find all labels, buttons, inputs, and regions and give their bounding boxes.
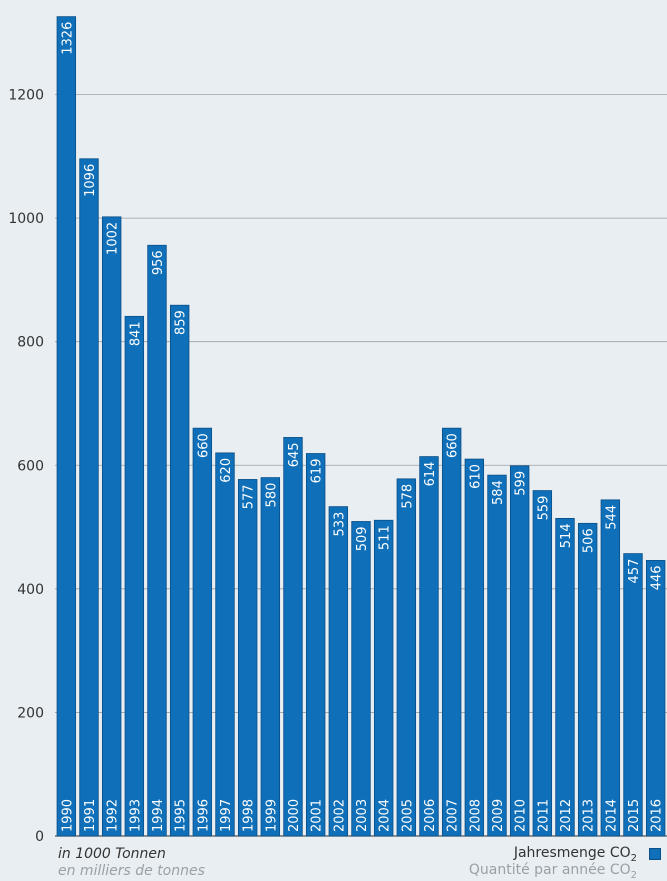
bar-2001 xyxy=(305,453,326,837)
x-tick-label-2003: 2003 xyxy=(355,799,370,832)
data-label-1993: 841 xyxy=(128,321,143,346)
bar-2002 xyxy=(328,506,349,837)
x-tick-label-2005: 2005 xyxy=(400,799,415,832)
x-tick-label-2014: 2014 xyxy=(604,799,619,832)
bar-2004 xyxy=(373,519,394,837)
legend-label-de: Jahresmenge CO2 xyxy=(513,845,637,864)
data-label-1992: 1002 xyxy=(106,222,121,255)
x-tick-label-2008: 2008 xyxy=(468,799,483,832)
x-tick-label-1996: 1996 xyxy=(196,799,211,832)
data-label-2010: 599 xyxy=(514,471,529,496)
legend-swatch xyxy=(649,848,661,860)
data-label-2012: 514 xyxy=(559,523,574,548)
data-label-2000: 645 xyxy=(287,442,302,467)
unit-label-de: in 1000 Tonnen xyxy=(58,846,166,862)
bar-2015 xyxy=(623,553,643,837)
data-label-2016: 446 xyxy=(650,565,665,590)
bar-2011 xyxy=(532,490,553,837)
x-tick-label-2016: 2016 xyxy=(650,799,665,832)
data-label-2008: 610 xyxy=(468,464,483,489)
data-label-1999: 580 xyxy=(264,483,279,508)
x-tick-label-1993: 1993 xyxy=(128,799,143,832)
bar-2000 xyxy=(283,437,303,837)
x-tick-label-1991: 1991 xyxy=(83,799,98,832)
bar-1996 xyxy=(192,427,213,837)
data-label-1994: 956 xyxy=(151,250,166,275)
data-label-2002: 533 xyxy=(332,512,347,537)
y-tick-label: 1200 xyxy=(8,88,44,104)
bar-2007 xyxy=(441,427,462,837)
bar-1990 xyxy=(56,16,77,837)
x-tick-label-2015: 2015 xyxy=(627,799,642,832)
bar-1991 xyxy=(79,158,99,837)
data-label-2014: 544 xyxy=(604,505,619,530)
x-tick-label-1998: 1998 xyxy=(242,799,257,832)
bar-2012 xyxy=(555,517,575,837)
x-tick-label-2000: 2000 xyxy=(287,799,302,832)
y-tick-label: 200 xyxy=(17,705,44,721)
x-tick-label-2009: 2009 xyxy=(491,799,506,832)
data-label-2007: 660 xyxy=(446,433,461,458)
data-label-1997: 620 xyxy=(219,458,234,483)
bar-1999 xyxy=(260,477,281,837)
bar-2006 xyxy=(419,456,439,837)
data-label-2009: 584 xyxy=(491,480,506,505)
data-label-2006: 614 xyxy=(423,462,438,487)
bar-1997 xyxy=(215,452,235,837)
x-tick-label-2011: 2011 xyxy=(536,799,551,832)
data-label-2003: 509 xyxy=(355,526,370,551)
y-tick-label: 800 xyxy=(17,335,44,351)
bar-2013 xyxy=(577,522,598,837)
bar-1993 xyxy=(124,315,145,837)
bar-2014 xyxy=(600,499,621,837)
bar-2005 xyxy=(396,478,417,837)
data-label-1995: 859 xyxy=(174,310,189,335)
bar-2010 xyxy=(509,465,530,837)
y-tick-label: 1000 xyxy=(8,211,44,227)
x-tick-label-1994: 1994 xyxy=(151,799,166,832)
data-label-2011: 559 xyxy=(536,496,551,521)
x-tick-label-2012: 2012 xyxy=(559,799,574,832)
bar-1994 xyxy=(147,244,167,837)
data-label-1991: 1096 xyxy=(83,164,98,197)
data-label-1996: 660 xyxy=(196,433,211,458)
x-tick-label-2006: 2006 xyxy=(423,799,438,832)
legend-label-fr: Quantité par année CO2 xyxy=(468,862,637,881)
x-tick-label-1995: 1995 xyxy=(174,799,189,832)
y-tick-label: 0 xyxy=(35,829,44,845)
x-tick-label-2013: 2013 xyxy=(582,799,597,832)
x-tick-label-1990: 1990 xyxy=(60,799,75,832)
bar-1995 xyxy=(169,304,190,837)
bar-1992 xyxy=(101,216,122,837)
bar-2009 xyxy=(487,474,507,837)
data-label-1990: 1326 xyxy=(60,22,75,55)
y-tick-label: 600 xyxy=(17,458,44,474)
unit-label-fr: en milliers de tonnes xyxy=(58,863,205,879)
data-label-2005: 578 xyxy=(400,484,415,509)
data-label-2001: 619 xyxy=(310,459,325,484)
bar-chart: 0 200 400 600 800 1000 1200 1326 1990 1096 1991 100… xyxy=(8,16,667,845)
bar-1998 xyxy=(237,479,258,837)
data-label-1998: 577 xyxy=(242,484,257,509)
x-tick-label-2004: 2004 xyxy=(378,799,393,832)
x-tick-label-1997: 1997 xyxy=(219,799,234,832)
data-label-2015: 457 xyxy=(627,559,642,584)
x-tick-label-2007: 2007 xyxy=(446,799,461,832)
x-tick-label-2001: 2001 xyxy=(310,799,325,832)
bar-2008 xyxy=(464,458,485,837)
x-tick-label-2002: 2002 xyxy=(332,799,347,832)
x-tick-label-1992: 1992 xyxy=(106,799,121,832)
y-tick-label: 400 xyxy=(17,582,44,598)
data-label-2013: 506 xyxy=(582,528,597,553)
bar-2003 xyxy=(351,521,371,837)
data-label-2004: 511 xyxy=(378,525,393,550)
bar-2016 xyxy=(645,560,666,837)
x-tick-label-1999: 1999 xyxy=(264,799,279,832)
x-tick-label-2010: 2010 xyxy=(514,799,529,832)
